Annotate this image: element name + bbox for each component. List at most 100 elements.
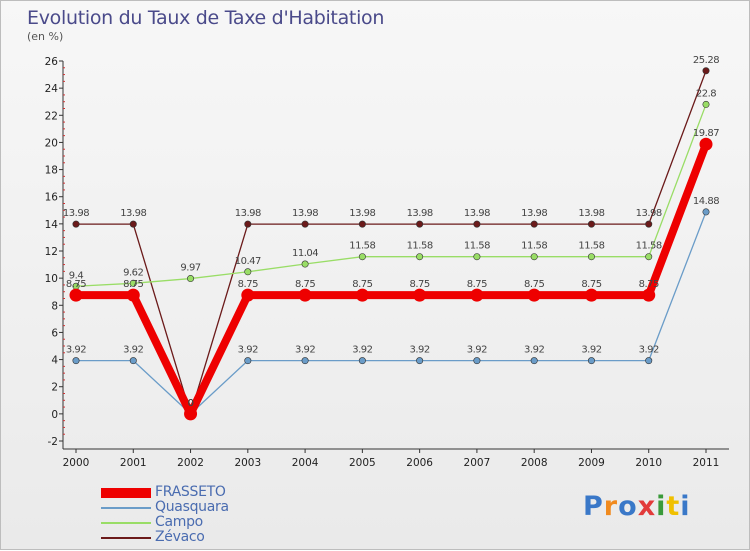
legend-item-quasquara: Quasquara (101, 500, 229, 515)
logo-letter: i (656, 491, 667, 522)
x-tick-label: 2002 (177, 457, 204, 469)
data-label-campo: 9.4 (69, 270, 84, 281)
data-point-frasseto (184, 407, 198, 421)
data-label-zévaco: 25.28 (693, 55, 719, 66)
data-label-frasseto: 8.75 (66, 279, 86, 290)
data-label-frasseto: 8.75 (352, 279, 372, 290)
data-label-campo: 9.62 (123, 267, 143, 278)
data-point-campo (187, 275, 195, 283)
data-label-frasseto: 8.75 (410, 279, 430, 290)
data-point-frasseto (298, 288, 312, 302)
data-label-campo: 11.04 (292, 248, 318, 259)
x-tick-label: 2006 (406, 457, 433, 469)
data-label-zévaco: 13.98 (578, 208, 604, 219)
data-label-zévaco: 13.98 (636, 208, 662, 219)
data-label-frasseto: 8.75 (123, 279, 143, 290)
data-label-campo: 11.58 (349, 241, 375, 252)
legend-item-campo: Campo (101, 515, 229, 530)
y-tick-label: 18 (45, 165, 58, 177)
data-point-frasseto (584, 288, 598, 302)
data-label-frasseto: 8.75 (581, 279, 601, 290)
x-tick-label: 2000 (63, 457, 90, 469)
data-label-quasquara: 14.88 (693, 196, 719, 207)
logo-letter: x (637, 491, 657, 522)
y-tick-label: 16 (45, 192, 59, 204)
data-label-quasquara: 3.92 (66, 345, 86, 356)
x-tick-label: 2009 (578, 457, 605, 469)
y-tick-label: 0 (51, 409, 58, 421)
x-tick-label: 2005 (349, 457, 376, 469)
data-label-quasquara: 3.92 (410, 345, 430, 356)
logo-letter: r (603, 491, 619, 522)
series-line-zévaco (76, 70, 707, 415)
data-label-zévaco: 13.98 (407, 208, 433, 219)
data-point-zévaco (645, 220, 653, 228)
data-point-zévaco (358, 220, 366, 228)
data-point-campo (473, 253, 481, 261)
data-point-zévaco (530, 220, 538, 228)
data-point-zévaco (72, 220, 80, 228)
data-label-campo: 11.58 (578, 241, 604, 252)
data-point-zévaco (129, 220, 137, 228)
data-point-campo (358, 253, 366, 261)
x-tick-label: 2003 (234, 457, 261, 469)
data-point-quasquara (530, 357, 538, 365)
data-label-campo: 10.47 (235, 256, 261, 267)
data-label-quasquara: 3.92 (238, 345, 258, 356)
data-label-campo: 9.97 (180, 263, 200, 274)
data-label-frasseto: 19.87 (693, 128, 719, 139)
data-point-quasquara (129, 357, 137, 365)
legend-swatch-zevaco (101, 536, 151, 539)
logo-letter: i (680, 491, 691, 522)
data-point-campo (645, 253, 653, 261)
data-point-quasquara (244, 357, 252, 365)
data-point-frasseto (355, 288, 369, 302)
y-tick-label: 26 (45, 56, 59, 68)
data-point-campo (702, 100, 710, 108)
data-point-zévaco (301, 220, 309, 228)
data-point-campo (129, 279, 137, 287)
data-point-campo (416, 253, 424, 261)
legend-label-quasquara: Quasquara (155, 499, 229, 515)
data-point-quasquara (72, 357, 80, 365)
data-point-quasquara (645, 357, 653, 365)
y-tick-label: -2 (48, 436, 58, 448)
y-tick-label: 8 (51, 300, 58, 312)
data-point-frasseto (642, 288, 656, 302)
proxiti-logo: Proxiti (583, 491, 691, 522)
y-tick-label: 20 (45, 137, 58, 149)
data-label-quasquara: 3.92 (123, 345, 143, 356)
legend-swatch-frasseto (101, 487, 151, 498)
data-label-frasseto: 8.75 (295, 279, 315, 290)
data-point-campo (587, 253, 595, 261)
data-point-frasseto (69, 288, 83, 302)
legend-swatch-quasquara (101, 506, 151, 509)
data-label-zévaco: 0 (188, 398, 194, 409)
legend-label-frasseto: FRASSETO (155, 484, 226, 500)
x-tick-label: 2008 (521, 457, 548, 469)
y-tick-label: 2 (51, 382, 58, 394)
data-point-zévaco (244, 220, 252, 228)
data-label-zévaco: 13.98 (235, 208, 261, 219)
x-tick-label: 2004 (292, 457, 319, 469)
logo-letter: P (583, 491, 604, 522)
data-label-frasseto: 8.75 (639, 279, 659, 290)
logo-letter: t (666, 491, 681, 522)
legend-swatch-campo (101, 521, 151, 524)
data-point-quasquara (358, 357, 366, 365)
data-point-frasseto (527, 288, 541, 302)
data-label-zévaco: 13.98 (292, 208, 318, 219)
x-tick-label: 2001 (120, 457, 147, 469)
data-label-frasseto: 8.75 (524, 279, 544, 290)
y-tick-label: 22 (45, 110, 58, 122)
data-point-campo (244, 268, 252, 276)
data-point-campo (301, 260, 309, 268)
y-axis-unit: (en %) (27, 30, 64, 43)
legend-item-frasseto: FRASSETO (101, 485, 229, 500)
data-point-zévaco (702, 67, 710, 75)
data-label-campo: 11.58 (636, 241, 662, 252)
data-point-quasquara (416, 357, 424, 365)
data-label-zévaco: 13.98 (120, 208, 146, 219)
